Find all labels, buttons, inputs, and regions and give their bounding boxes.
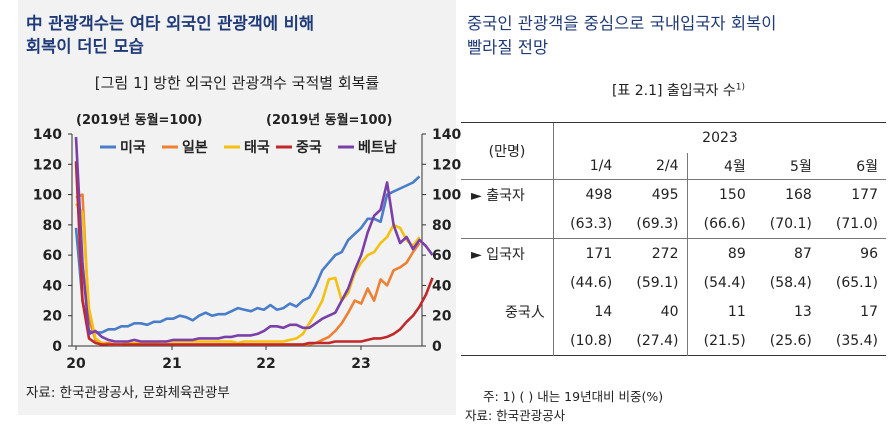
table-cell: (65.1) [835,275,878,291]
table-cell: 495 [651,187,679,203]
y-tick-label-right: 140 [432,127,461,143]
passenger-table: (만명) 2023 1/4 2/4 4월 5월 6월 ► 출국자 498 495… [461,122,886,356]
table-row: 중국人 14 40 11 13 17 [461,297,886,327]
table-title-footnote-mark: 1) [735,82,746,93]
y-axis-label-right: (2019년 동월=100) [266,112,393,128]
y-tick-label-right: 80 [432,218,452,234]
right-title-line1: 중국인 관광객을 중심으로 국내입국자 회복이 [467,14,777,33]
y-axis-label-left: (2019년 동월=100) [76,112,203,128]
table-cell: 171 [553,238,621,269]
table-row: ► 입국자 171 272 89 87 96 [461,238,886,269]
table-cell: 14 [553,297,621,327]
left-title-line1: 中 관광객수는 여타 외국인 관광객에 비해 [26,14,315,33]
left-panel-title: 中 관광객수는 여타 외국인 관광객에 비해 회복이 더딘 모습 [26,12,446,58]
table-cell: 498 [553,179,621,210]
legend-label: 미국 [120,140,146,156]
y-tick-label-left: 20 [43,309,63,325]
table-cell: (59.1) [636,275,679,291]
x-tick-label: 23 [351,356,370,372]
row-label: 중국人 [505,305,545,321]
table-cell: (63.3) [553,210,621,239]
table-cell: 177 [851,187,878,203]
table-cell: (70.1) [769,216,812,232]
left-panel: 中 관광객수는 여타 외국인 관광객에 비해 회복이 더딘 모습 [그림 1] … [18,0,462,415]
y-tick-label-left: 0 [52,339,62,355]
y-tick-label-right: 40 [432,278,452,294]
series-line-4 [74,161,434,346]
y-tick-label-left: 60 [43,248,63,264]
table-cell: (44.6) [553,269,621,297]
table-cell: 96 [860,246,878,262]
table-cell: (71.0) [835,216,878,232]
table-cell: 87 [794,246,812,262]
left-source: 자료: 한국관광공사, 문화체육관광부 [26,385,230,401]
table-cell: (25.6) [769,333,812,349]
table-cell: (66.6) [686,210,754,239]
table-cell: 11 [686,297,754,327]
right-title-line2: 빨라질 전망 [467,38,549,57]
x-tick-label: 21 [162,356,181,372]
legend-label: 태국 [244,140,270,156]
y-tick-label-right: 120 [432,157,461,173]
table-cell: 13 [794,304,812,320]
y-tick-label-left: 80 [43,218,63,234]
table-cell: (35.4) [835,333,878,349]
y-tick-label-right: 20 [432,309,452,325]
table-cell: 168 [785,187,812,203]
column-header: 5월 [790,159,812,175]
y-tick-label-left: 100 [33,188,62,204]
table-cell: (27.4) [636,333,679,349]
table-title-text: [표 2.1] 출입국자 수 [611,83,736,99]
column-header: 4월 [686,153,754,180]
table-row: ► 출국자 498 495 150 168 177 [461,179,886,210]
y-tick-label-right: 100 [432,188,461,204]
column-header: 1/4 [553,153,621,180]
table-cell: 272 [651,246,679,262]
table-cell: (21.5) [686,327,754,356]
figure-title: [그림 1] 방한 외국인 관광객수 국적별 회복률 [94,74,380,92]
legend-label: 일본 [182,140,208,156]
table-row: (63.3) (69.3) (66.6) (70.1) (71.0) [461,210,886,239]
right-panel: 중국인 관광객을 중심으로 국내입국자 회복이 빨라질 전망 [표 2.1] 출… [461,0,896,430]
table-cell: 40 [660,304,679,320]
row-label: ► 출국자 [471,188,525,204]
y-tick-label-left: 40 [43,278,63,294]
table-unit: (만명) [461,122,554,180]
table-cell: 89 [686,238,754,269]
column-header: 6월 [856,159,878,175]
series-line-2 [75,193,421,346]
y-tick-label-left: 120 [33,157,62,173]
table-cell: 17 [860,304,878,320]
column-header: 2/4 [655,158,679,174]
table-cell: (69.3) [636,216,679,232]
y-tick-label-right: 0 [432,339,442,355]
table-row: (44.6) (59.1) (54.4) (58.4) (65.1) [461,269,886,297]
table-cell: (58.4) [769,275,812,291]
left-title-line2: 회복이 더딘 모습 [26,37,144,56]
series-line-1 [74,175,421,334]
table-cell: (54.4) [686,269,754,297]
table-cell: (10.8) [553,327,621,356]
y-tick-label-left: 140 [33,127,62,143]
table-year: 2023 [553,122,886,153]
series-line-5 [74,136,434,343]
series-line-3 [74,202,421,346]
x-tick-label: 22 [256,356,275,372]
table-cell: 150 [686,179,754,210]
table-row: (10.8) (27.4) (21.5) (25.6) (35.4) [461,327,886,356]
y-tick-label-right: 60 [432,248,452,264]
x-tick-label: 20 [66,356,86,372]
legend-label: 베트남 [358,139,397,156]
legend-label: 중국 [296,140,322,156]
right-source: 자료: 한국관광공사 [465,408,566,423]
row-label: ► 입국자 [471,247,525,263]
table-note: 주: 1) ( ) 내는 19년대비 비중(%) [483,389,664,404]
table-title: [표 2.1] 출입국자 수1) [461,80,896,100]
right-panel-title: 중국인 관광객을 중심으로 국내입국자 회복이 빨라질 전망 [467,12,887,60]
